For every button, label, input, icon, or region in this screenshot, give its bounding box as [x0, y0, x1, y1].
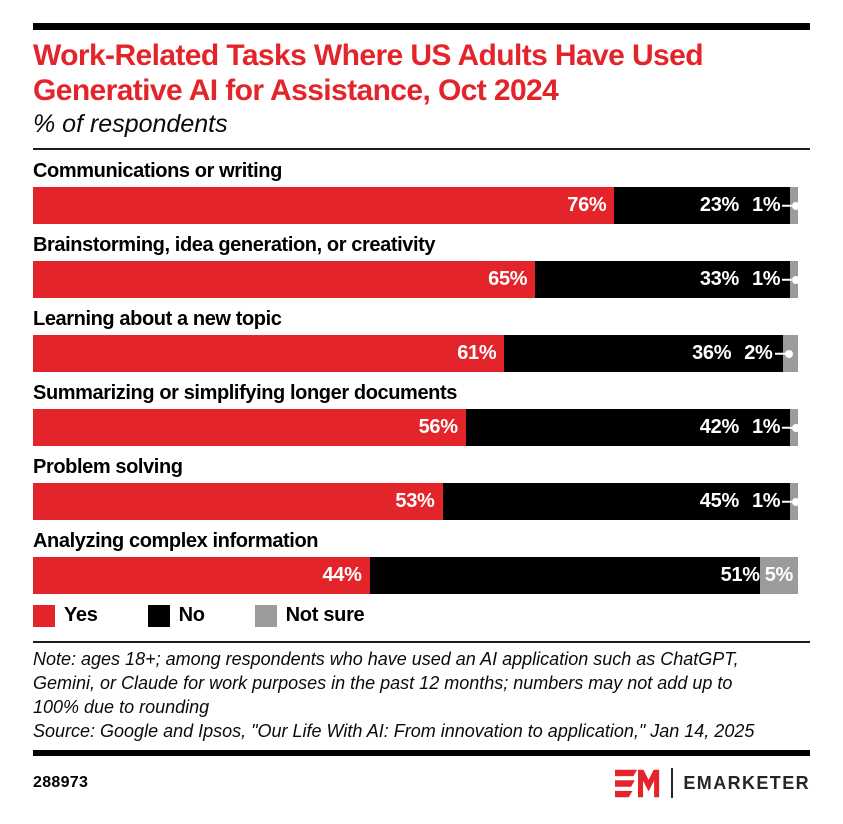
bar-category-label: Summarizing or simplifying longer docume…	[33, 382, 457, 404]
bar-segment-yes: 56%	[33, 409, 466, 446]
stacked-bar: 44% 51% 5%	[33, 557, 798, 594]
emarketer-logo: EMARKETER	[615, 768, 810, 798]
legend-item: Yes	[33, 604, 98, 627]
stacked-bar: 53% 45% 1%	[33, 483, 798, 520]
bar-group: Problem solving 53% 45% 1%	[33, 456, 798, 520]
bar-value-label: 45%	[699, 490, 739, 512]
bar-category-label: Brainstorming, idea generation, or creat…	[33, 234, 436, 256]
bar-value-label: 61%	[457, 342, 497, 364]
bar-segment-yes: 61%	[33, 335, 505, 372]
value-callout	[782, 261, 802, 298]
chart-id: 288973	[33, 774, 89, 791]
bar-value-label: 5%	[764, 564, 794, 586]
brand-wordmark: EMARKETER	[683, 772, 810, 793]
bar-group: Learning about a new topic 61% 36% 2%	[33, 308, 798, 372]
logo-divider	[671, 768, 674, 798]
bar-segment-no: 36% 2%	[504, 335, 783, 372]
header-divider	[33, 148, 810, 150]
chart-source: Source: Google and Ipsos, "Our Life With…	[33, 721, 755, 741]
bar-segment-no: 42% 1%	[465, 409, 791, 446]
bar-segment-not-sure: 5%	[759, 557, 798, 594]
emarketer-logo-icon	[615, 769, 660, 797]
bar-group: Summarizing or simplifying longer docume…	[33, 382, 798, 446]
legend-swatch-not-sure	[254, 604, 277, 627]
bar-value-label: 33%	[699, 268, 739, 290]
stacked-bar: 76% 23% 1%	[33, 187, 798, 224]
footer: 288973 EMARKETER	[33, 768, 810, 798]
bar-segment-no: 23% 1%	[614, 187, 791, 224]
bar-segment-yes: 76%	[33, 187, 615, 224]
bar-value-label: 65%	[488, 268, 528, 290]
legend-swatch-no	[147, 604, 170, 627]
legend-label: Not sure	[285, 604, 365, 626]
value-callout	[782, 483, 802, 520]
legend-item: Not sure	[254, 604, 365, 627]
bar-chart: Communications or writing 76% 23% 1% Brainst…	[33, 150, 810, 594]
note-line: Gemini, or Claude for work purposes in t…	[33, 673, 733, 693]
legend-label: Yes	[64, 604, 98, 626]
bar-value-label: 1%	[752, 194, 781, 216]
bar-value-label: 56%	[418, 416, 458, 438]
bar-segment-yes: 44%	[33, 557, 370, 594]
bar-category-label: Learning about a new topic	[33, 308, 282, 330]
bar-segment-yes: 65%	[33, 261, 536, 298]
bar-value-label: 23%	[699, 194, 740, 216]
chart-page: Work-Related Tasks Where US Adults Have …	[0, 23, 843, 824]
bar-group: Brainstorming, idea generation, or creat…	[33, 234, 798, 298]
note-line: 100% due to rounding	[33, 697, 210, 717]
chart-subtitle: % of respondents	[33, 110, 228, 138]
stacked-bar: 61% 36% 2%	[33, 335, 798, 372]
bar-category-label: Communications or writing	[33, 160, 282, 182]
bar-segment-no: 33% 1%	[535, 261, 791, 298]
bar-value-label: 51%	[720, 564, 760, 586]
bar-value-label: 1%	[751, 268, 781, 290]
bar-group: Analyzing complex information 44% 51% 5%	[33, 530, 798, 594]
bar-value-label: 44%	[322, 564, 362, 586]
bar-value-label: 2%	[744, 342, 773, 364]
bar-value-label: 1%	[751, 490, 781, 512]
bar-segment-no: 45% 1%	[442, 483, 791, 520]
legend-swatch-yes	[33, 604, 55, 627]
bar-category-label: Analyzing complex information	[33, 530, 319, 552]
bar-value-label: 42%	[699, 416, 739, 438]
stacked-bar: 65% 33% 1%	[33, 261, 798, 298]
legend-label: No	[178, 604, 205, 626]
top-divider	[33, 23, 810, 30]
value-callout	[782, 187, 802, 224]
bar-category-label: Problem solving	[33, 456, 183, 478]
bar-segment-no: 51%	[369, 557, 760, 594]
value-callout	[775, 335, 795, 372]
bottom-divider	[33, 750, 810, 756]
value-callout	[782, 409, 802, 446]
chart-note: Note: ages 18+; among respondents who ha…	[33, 647, 810, 743]
legend: Yes No Not sure	[33, 604, 810, 627]
bar-segment-yes: 53%	[33, 483, 443, 520]
note-divider	[33, 641, 810, 643]
bar-value-label: 76%	[567, 194, 607, 216]
bar-value-label: 1%	[751, 416, 781, 438]
note-line: Note: ages 18+; among respondents who ha…	[33, 649, 739, 669]
bar-value-label: 36%	[692, 342, 732, 364]
bar-group: Communications or writing 76% 23% 1%	[33, 160, 798, 224]
bar-value-label: 53%	[395, 490, 435, 512]
stacked-bar: 56% 42% 1%	[33, 409, 798, 446]
page-title: Work-Related Tasks Where US Adults Have …	[33, 39, 704, 107]
legend-item: No	[147, 604, 205, 627]
